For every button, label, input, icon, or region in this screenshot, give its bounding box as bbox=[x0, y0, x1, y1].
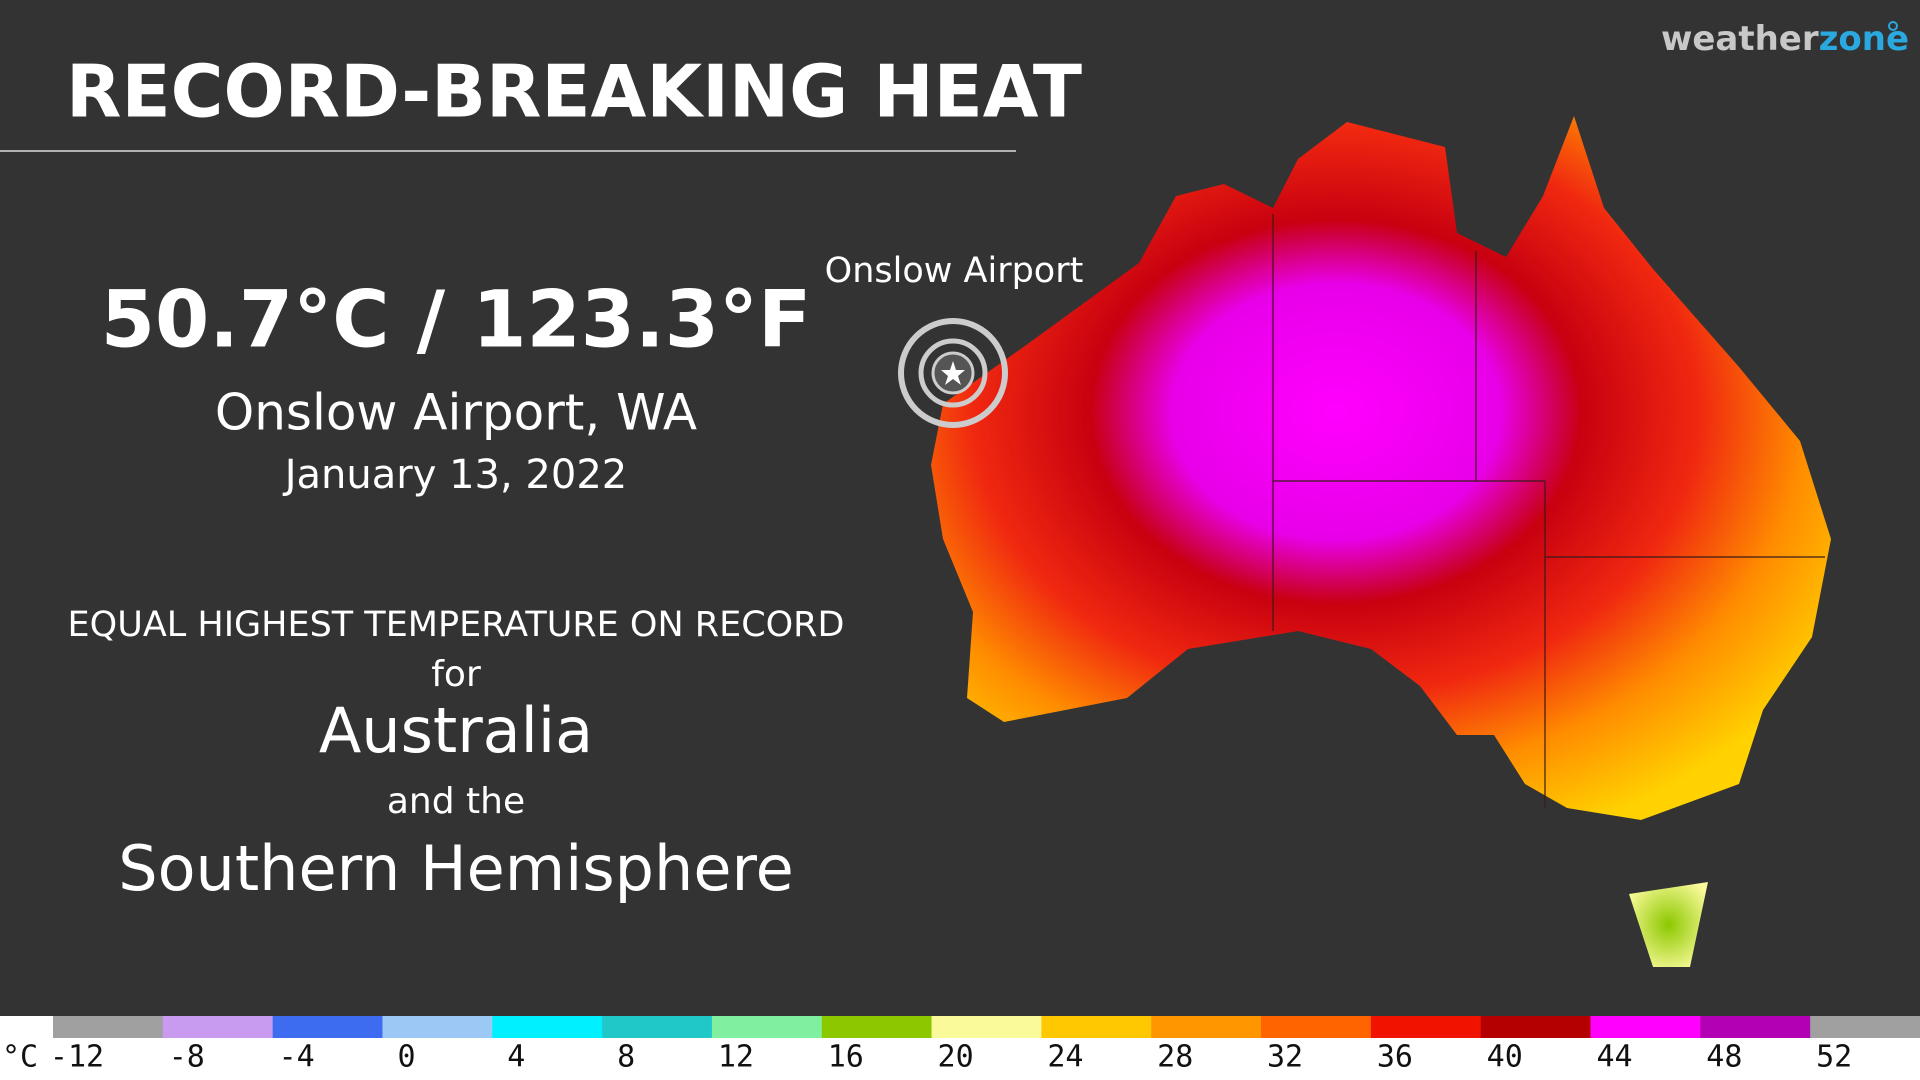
legend-swatch bbox=[1261, 1016, 1372, 1038]
color-legend: °C -12 -8 -4 0 4 8 12 16 20 24 28 32 36 40 44 48 52 bbox=[2, 1016, 1920, 1075]
legend-swatch bbox=[1370, 1016, 1482, 1038]
record-location: Onslow Airport, WA bbox=[215, 384, 697, 442]
mainland bbox=[931, 116, 1831, 820]
legend-tick-label: 12 bbox=[718, 1040, 754, 1075]
legend-tick-label: 44 bbox=[1596, 1040, 1632, 1075]
legend-swatch bbox=[382, 1016, 493, 1038]
australia-map bbox=[931, 116, 1831, 967]
legend-swatch bbox=[53, 1016, 164, 1038]
legend-swatch bbox=[931, 1016, 1042, 1038]
statement-line: EQUAL HIGHEST TEMPERATURE ON RECORD bbox=[68, 605, 845, 645]
logo-accent: zone bbox=[1819, 19, 1909, 59]
statement-line: and the bbox=[387, 781, 525, 822]
logo: weatherzone bbox=[1661, 19, 1909, 59]
legend-swatch bbox=[162, 1016, 274, 1038]
statement-line: for bbox=[431, 654, 481, 695]
legend-swatch bbox=[821, 1016, 933, 1038]
legend-swatch bbox=[1810, 1016, 1920, 1038]
logo-dot bbox=[1888, 21, 1898, 31]
legend-tick-label: 8 bbox=[617, 1040, 635, 1075]
legend-tick-label: 32 bbox=[1267, 1040, 1303, 1075]
legend-swatch bbox=[602, 1016, 713, 1038]
legend-swatch bbox=[1151, 1016, 1262, 1038]
legend-tick-label: 24 bbox=[1047, 1040, 1083, 1075]
legend-swatch bbox=[1590, 1016, 1701, 1038]
legend-swatch bbox=[711, 1016, 823, 1038]
legend-tick-label: 16 bbox=[828, 1040, 864, 1075]
title: RECORD-BREAKING HEAT bbox=[66, 50, 1082, 134]
legend-swatch bbox=[1700, 1016, 1811, 1038]
statement-line: Southern Hemisphere bbox=[118, 832, 794, 905]
tasmania bbox=[1629, 882, 1708, 967]
legend-tick-label: 52 bbox=[1816, 1040, 1852, 1075]
marker-label: Onslow Airport bbox=[825, 251, 1084, 291]
legend-tick-label: 20 bbox=[938, 1040, 974, 1075]
legend-tick-label: 28 bbox=[1157, 1040, 1193, 1075]
record-date: January 13, 2022 bbox=[282, 452, 627, 498]
legend-tick-label: -4 bbox=[279, 1040, 315, 1075]
legend-tick-label: 4 bbox=[507, 1040, 525, 1075]
logo-brand: weather bbox=[1661, 19, 1819, 59]
legend-swatch bbox=[1480, 1016, 1592, 1038]
legend-tick-label: 36 bbox=[1377, 1040, 1413, 1075]
legend-tick-label: -12 bbox=[50, 1040, 104, 1075]
legend-unit: °C bbox=[2, 1040, 38, 1075]
location-marker bbox=[898, 318, 1008, 428]
statement-line: Australia bbox=[319, 694, 593, 767]
legend-swatch bbox=[272, 1016, 383, 1038]
legend-swatch bbox=[1041, 1016, 1152, 1038]
legend-tick-label: -8 bbox=[169, 1040, 205, 1075]
legend-tick-label: 48 bbox=[1706, 1040, 1742, 1075]
legend-swatch bbox=[492, 1016, 603, 1038]
legend-tick-label: 0 bbox=[397, 1040, 415, 1075]
legend-tick-label: 40 bbox=[1487, 1040, 1523, 1075]
record-temperature: 50.7°C / 123.3°F bbox=[101, 275, 812, 365]
state-borders bbox=[1272, 214, 1825, 808]
